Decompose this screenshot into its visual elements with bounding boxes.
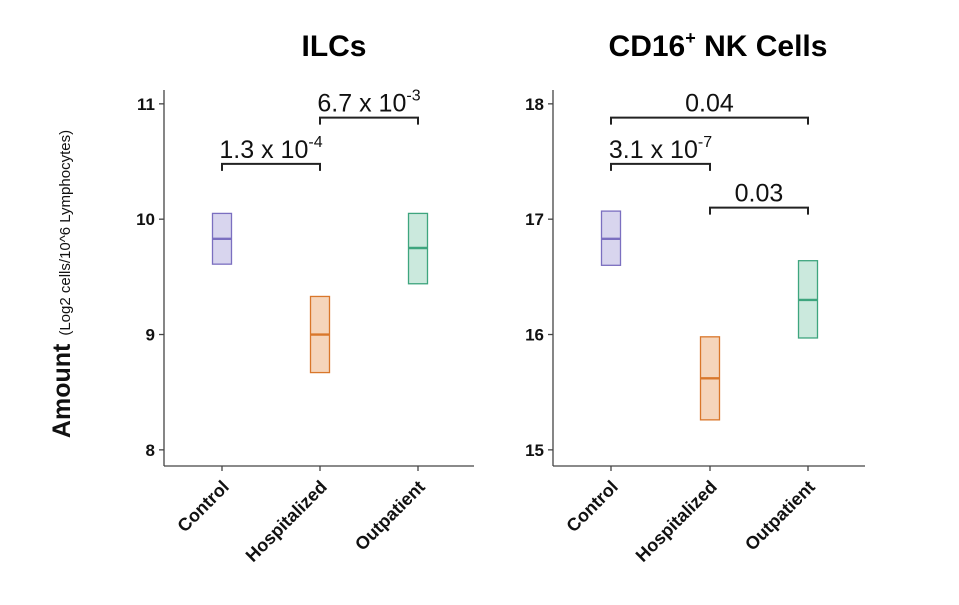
- x-tick-label: Outpatient: [351, 477, 429, 555]
- bracket-line: [610, 162, 711, 171]
- svg-text:Amount(Log2 cells/10^6 Lymphoc: Amount (Log2 cells/10^6 Lymphocytes): [48, 130, 76, 438]
- p-value-label: 0.03: [735, 180, 784, 208]
- chart-title: ILCs: [301, 30, 366, 63]
- y-tick-label: 8: [146, 441, 155, 460]
- crossbar-control: [211, 212, 233, 265]
- bracket-line: [319, 116, 419, 125]
- p-value-exponent: -3: [406, 88, 420, 105]
- bracket-line: [709, 206, 809, 215]
- significance-bracket: 0.03: [709, 180, 809, 215]
- panel-cd16-nk-cells: CD16+ NK Cells 15 16 17 18 Control Hospitalize…: [525, 28, 865, 566]
- bracket-line: [221, 162, 321, 171]
- crossbar-control: [600, 210, 622, 266]
- x-tick-label: Hospitalized: [242, 477, 331, 566]
- p-value-label: 3.1 x 10-7: [609, 134, 712, 164]
- chart-title: CD16+ NK Cells: [609, 28, 828, 63]
- significance-bracket: 6.7 x 10-3: [317, 88, 421, 125]
- p-value-label: 0.04: [685, 90, 734, 118]
- chart-title-part: NK Cells: [696, 30, 828, 63]
- p-value-base: 6.7 x 10: [317, 90, 406, 118]
- y-tick-label: 16: [525, 326, 544, 345]
- p-value-label: 1.3 x 10-4: [219, 134, 322, 164]
- p-value-exponent: -4: [308, 134, 322, 151]
- p-value-base: 3.1 x 10: [609, 136, 698, 164]
- y-tick-label: 11: [137, 95, 155, 114]
- crossbar-outpatient: [407, 212, 429, 285]
- y-tick-label: 15: [525, 441, 544, 460]
- x-tick-label: Outpatient: [741, 477, 819, 555]
- chart-title-part: ILCs: [301, 30, 366, 63]
- chart-title-part: CD16: [609, 30, 686, 63]
- significance-bracket: 0.04: [610, 90, 809, 125]
- y-axis-title-sub: (Log2 cells/10^6 Lymphocytes): [57, 130, 74, 336]
- p-value-label: 6.7 x 10-3: [317, 88, 420, 118]
- y-tick-label: 10: [136, 210, 155, 229]
- chart-title-part: +: [685, 28, 696, 48]
- y-tick-label: 9: [146, 326, 155, 345]
- p-value-base: 1.3 x 10: [219, 136, 308, 164]
- crossbar-outpatient: [797, 260, 819, 339]
- significance-bracket: 1.3 x 10-4: [219, 134, 323, 171]
- x-tick-label: Control: [562, 477, 621, 536]
- panel-ilcs: ILCs 8 9 10 11 Control Hospitalized Outpatient 1…: [136, 30, 474, 566]
- y-axis-title-main: Amount: [48, 343, 76, 438]
- significance-bracket: 3.1 x 10-7: [609, 134, 712, 171]
- p-value-exponent: -7: [698, 134, 712, 151]
- x-tick-label: Control: [173, 477, 232, 536]
- bracket-line: [610, 116, 809, 125]
- crossbar-hospitalized: [699, 336, 721, 421]
- y-tick-label: 17: [525, 210, 544, 229]
- y-tick-label: 18: [525, 95, 544, 114]
- p-value-base: 0.04: [685, 90, 734, 118]
- y-axis-title: Amount (Log2 cells/10^6 Lymphocytes): [48, 130, 76, 438]
- x-tick-label: Hospitalized: [632, 477, 721, 566]
- crossbar-hospitalized: [309, 295, 331, 374]
- p-value-base: 0.03: [735, 180, 784, 208]
